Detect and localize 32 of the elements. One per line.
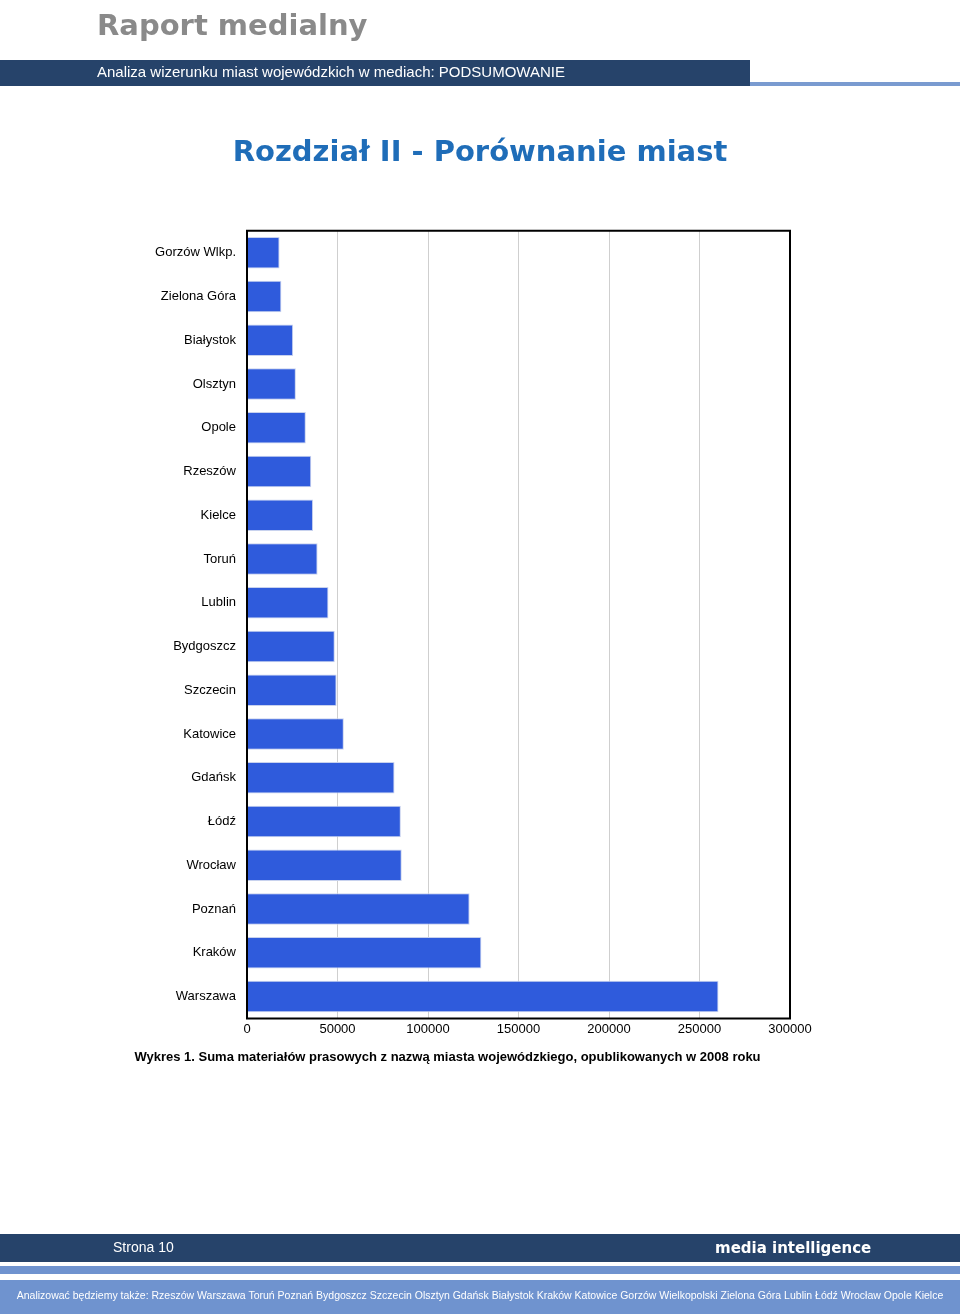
y-tick-label: Łódź [207, 813, 236, 829]
x-tick-label: 50000 [319, 1020, 356, 1036]
text: Analiza wizerunku miast wojewódzkich w mediach: PODSUMOWANIE [97, 63, 565, 80]
y-tick-label: Warszawa [175, 988, 237, 1004]
y-tick-label: Kielce [200, 506, 236, 522]
y-tick-label: Olsztyn [192, 375, 236, 391]
y-tick-label: Białystok [183, 331, 237, 347]
y-tick-label: Poznań [191, 900, 236, 916]
x-tick-label: 150000 [496, 1020, 541, 1036]
text: Raport medialny [97, 8, 368, 42]
y-tick-label: Toruń [203, 550, 236, 566]
x-tick-label: 250000 [677, 1020, 722, 1036]
x-tick-label: 0 [243, 1020, 251, 1036]
y-tick-label: Bydgoszcz [173, 638, 236, 654]
x-tick-label: 200000 [587, 1020, 631, 1036]
text: Strona 10 [113, 1239, 174, 1255]
text: Wykres 1. Suma materiałów prasowych z nazwą miasta wojewódzkiego, opublikowanych w 2008 roku [133, 1049, 762, 1064]
y-tick-label: Opole [201, 419, 236, 435]
y-tick-label: Gdańsk [191, 769, 237, 785]
x-tick-label: 300000 [768, 1020, 812, 1036]
y-tick-label: Katowice [183, 725, 236, 741]
y-tick-label: Szczecin [183, 681, 236, 697]
y-tick-label: Zielona Góra [160, 288, 237, 304]
y-tick-label: Lublin [201, 594, 236, 610]
chart-title: Rozdział II - Porównanie miast [231, 134, 729, 168]
text: media intelligence [715, 1239, 872, 1257]
y-tick-label: Rzeszów [183, 463, 237, 479]
y-tick-label: Kraków [192, 944, 237, 960]
x-tick-label: 100000 [406, 1020, 450, 1036]
text: Analizować będziemy także: Rzeszów Warszawa Toruń Poznań Bydgoszcz Szczecin Olsztyn Gdańsk Białystok Kraków Katowice Gorzów Wielkopolski Zielona Góra Lublin Łódź Wrocław Opole Kielce [15, 1289, 945, 1301]
y-tick-label: Gorzów Wlkp. [155, 244, 236, 260]
y-tick-label: Wrocław [186, 856, 237, 872]
